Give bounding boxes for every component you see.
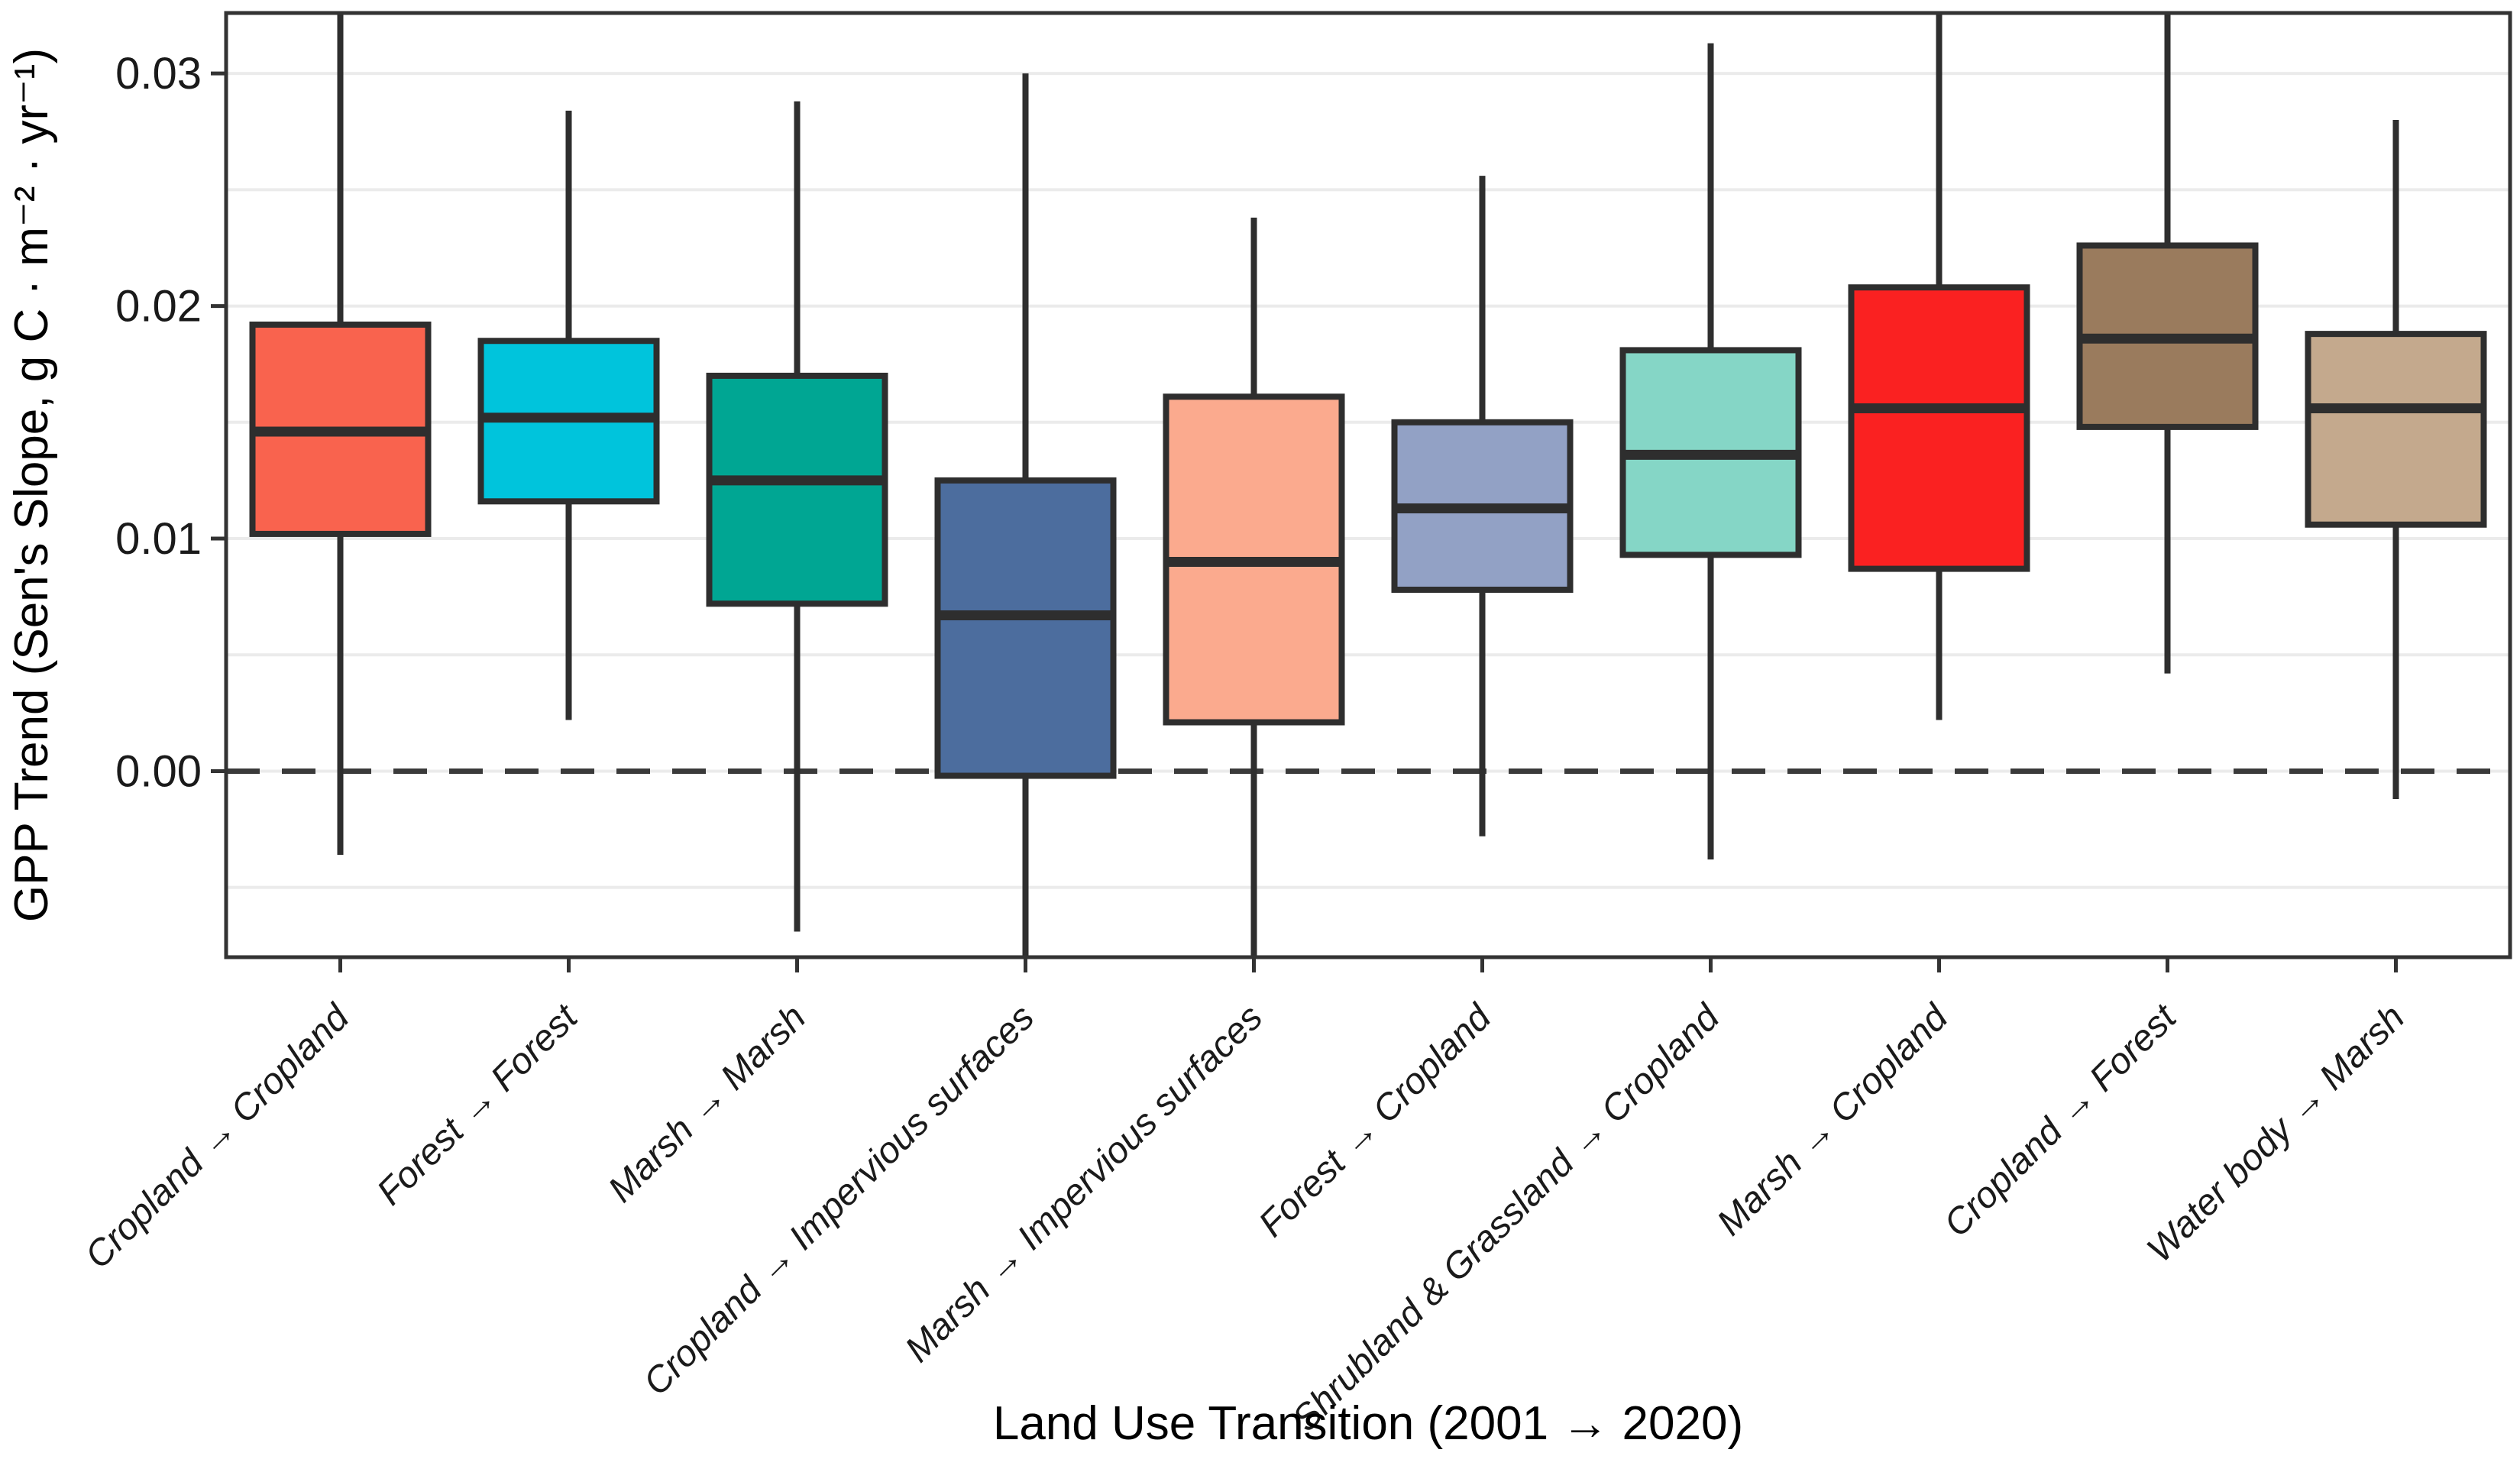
y-tick-label: 0.03 [115, 49, 202, 99]
box-group [477, 110, 660, 720]
box-group [934, 73, 1117, 957]
box-group [1619, 43, 1802, 860]
box-rect [1848, 284, 2030, 572]
panel-border [224, 11, 2512, 959]
box-group [249, 13, 432, 856]
box-rect [706, 372, 888, 607]
category-label: Forest → Cropland [1251, 996, 1499, 1244]
category-label: Cropland → Forest [1936, 996, 2185, 1244]
box-rect [2305, 331, 2487, 528]
y-tick-label: 0.02 [115, 282, 202, 332]
category-label: Cropland → Impervious surfaces [636, 997, 1043, 1403]
box-group [1391, 176, 1574, 836]
y-tick-label: 0.01 [115, 514, 202, 564]
category-label: Marsh → Cropland [1710, 996, 1956, 1243]
category-label: Shrubland & Grassland → Cropland [1285, 996, 1728, 1439]
category-label: Water body → Marsh [2140, 997, 2413, 1270]
box-group [706, 101, 888, 932]
category-label: Cropland → Cropland [78, 996, 358, 1276]
box-group [2076, 13, 2259, 674]
y-tick-label: 0.00 [115, 746, 202, 796]
x-axis-title: Land Use Transition (2001 → 2020) [993, 1397, 1743, 1450]
box-group [2305, 120, 2487, 799]
box-rect [934, 477, 1117, 779]
box-group [1163, 217, 1345, 957]
category-label: Forest → Forest [370, 996, 587, 1213]
category-label: Marsh → Marsh [600, 997, 814, 1210]
category-label: Marsh → Impervious surfaces [898, 997, 1270, 1370]
y-axis-title: GPP Trend (Sen's Slope, g C · m⁻² · yr⁻¹… [5, 48, 58, 922]
box-group [1848, 13, 2030, 720]
